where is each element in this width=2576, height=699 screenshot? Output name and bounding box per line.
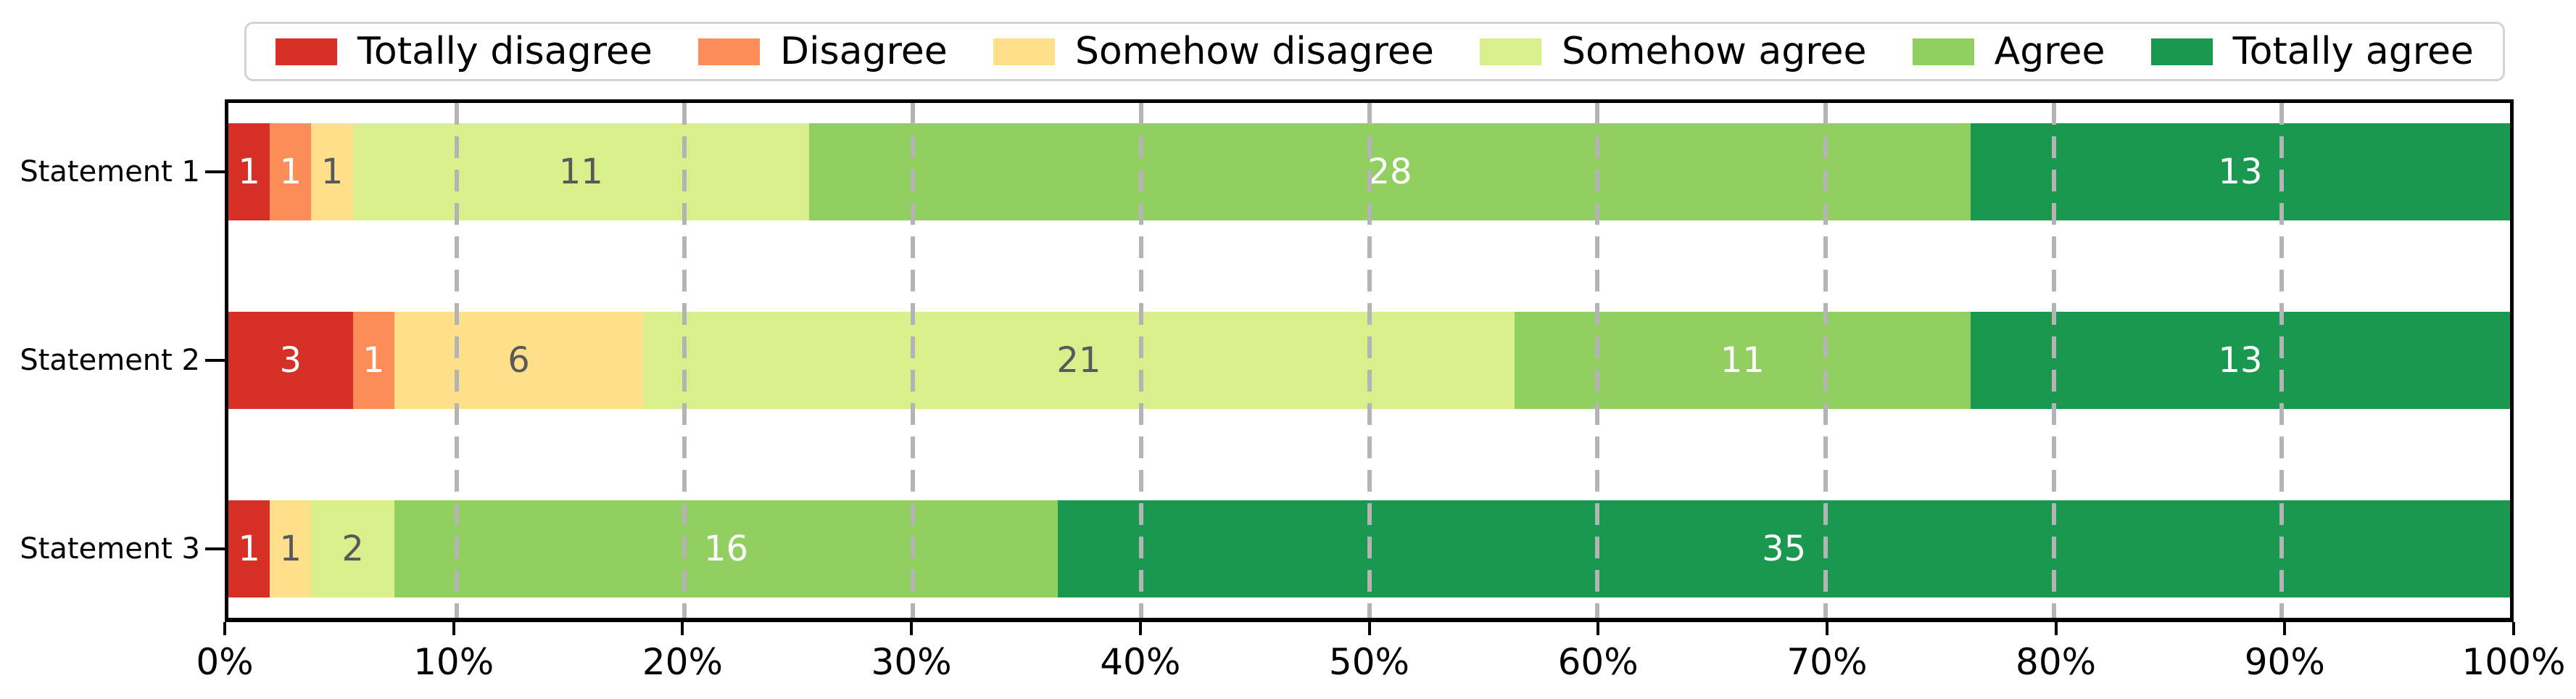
bar-value-label: 1 [320,152,344,193]
legend-item: Somehow disagree [993,30,1434,73]
bar-value-label: 3 [279,340,302,381]
legend-label: Somehow agree [1562,30,1867,73]
legend-item: Disagree [698,30,948,73]
x-tick [1138,622,1142,635]
bar-value-label: 13 [2218,340,2263,381]
x-tick-label: 50% [1328,641,1410,683]
bar-segment: 13 [1971,123,2510,221]
y-tick-label: Statement 3 [20,532,200,566]
x-tick [2054,622,2058,635]
plot-area: 1 1 1 11 28 13 3 1 6 21 11 13 1 1 2 16 35 [225,99,2514,622]
bar-segment: 11 [352,123,809,221]
bar-segment: 1 [270,123,312,221]
legend-swatch-icon [2150,38,2213,65]
y-tick [205,170,225,173]
x-tick-label: 10% [413,641,494,683]
legend-swatch-icon [993,38,1055,65]
bar-segment: 1 [352,312,394,409]
y-tick [205,359,225,362]
bar-value-label: 35 [1762,528,1807,569]
legend-label: Disagree [780,30,948,73]
bar-value-label: 11 [1720,340,1765,381]
bar-segment: 35 [1058,500,2510,597]
x-tick [223,622,226,635]
x-tick [2283,622,2287,635]
bar-segment: 16 [394,500,1059,597]
x-tick [1367,622,1371,635]
bar-value-label: 6 [508,340,530,381]
legend-swatch-icon [1912,38,1974,65]
x-tick-label: 30% [871,641,952,683]
legend-swatch-icon [276,38,337,65]
legend-label: Totally agree [2232,30,2474,73]
bar-segment: 11 [1514,312,1971,409]
y-tick-label: Statement 1 [20,155,200,189]
bar-value-label: 1 [238,152,260,193]
gridline-10pct [454,103,459,618]
x-tick-label: 0% [196,641,254,683]
legend-item: Totally agree [2150,30,2474,73]
bar-segment: 21 [643,312,1515,409]
x-tick-label: 20% [642,641,723,683]
bar-segment: 1 [270,500,312,597]
bar-segment: 3 [228,312,353,409]
gridline-20pct [682,103,687,618]
bar-row: 1 1 2 16 35 [228,500,2510,597]
gridline-90pct [2279,103,2285,618]
gridline-30pct [911,103,916,618]
chart-legend: Totally disagree Disagree Somehow disagree… [244,22,2505,81]
x-tick-label: 60% [1557,641,1639,683]
x-tick [2512,622,2515,635]
legend-item: Agree [1912,30,2105,73]
x-tick [910,622,914,635]
bar-value-label: 2 [341,528,364,569]
gridline-70pct [1823,103,1828,618]
legend-label: Totally disagree [357,30,653,73]
bar-value-label: 28 [1367,152,1412,193]
x-tick [1825,622,1829,635]
bar-value-label: 1 [279,528,302,569]
x-tick-label: 80% [2016,641,2097,683]
bar-value-label: 16 [704,528,749,569]
y-tick [205,547,225,550]
x-tick-label: 100% [2461,641,2566,683]
bar-segment: 6 [394,312,644,409]
bar-value-label: 1 [238,528,260,569]
bar-row: 1 1 1 11 28 13 [228,123,2510,221]
bar-value-label: 21 [1056,340,1101,381]
gridline-50pct [1367,103,1372,618]
gridline-40pct [1138,103,1143,618]
bar-segment: 1 [228,500,270,597]
bar-value-label: 13 [2218,152,2263,193]
legend-item: Totally disagree [276,30,653,73]
legend-label: Agree [1994,30,2105,73]
bar-segment: 13 [1971,312,2510,409]
x-tick [681,622,684,635]
bar-segment: 28 [809,123,1971,221]
legend-swatch-icon [698,38,761,65]
legend-item: Somehow agree [1480,30,1866,73]
x-tick [452,622,455,635]
x-tick [1596,622,1600,635]
y-tick-label: Statement 2 [20,344,200,377]
x-tick-label: 40% [1100,641,1181,683]
gridline-60pct [1595,103,1600,618]
x-tick-label: 90% [2244,641,2325,683]
bar-segment: 2 [311,500,394,597]
x-axis: 0% 10% 20% 30% 40% 50% 60% 70% 80% 90% 100% [196,622,2565,695]
x-tick-label: 70% [1786,641,1868,683]
gridline-80pct [2051,103,2056,618]
legend-label: Somehow disagree [1074,30,1434,73]
bar-segment: 1 [311,123,353,221]
bar-value-label: 1 [362,340,385,381]
legend-swatch-icon [1480,38,1542,65]
bar-value-label: 11 [558,152,603,193]
bar-segment: 1 [228,123,270,221]
bar-value-label: 1 [279,152,302,193]
